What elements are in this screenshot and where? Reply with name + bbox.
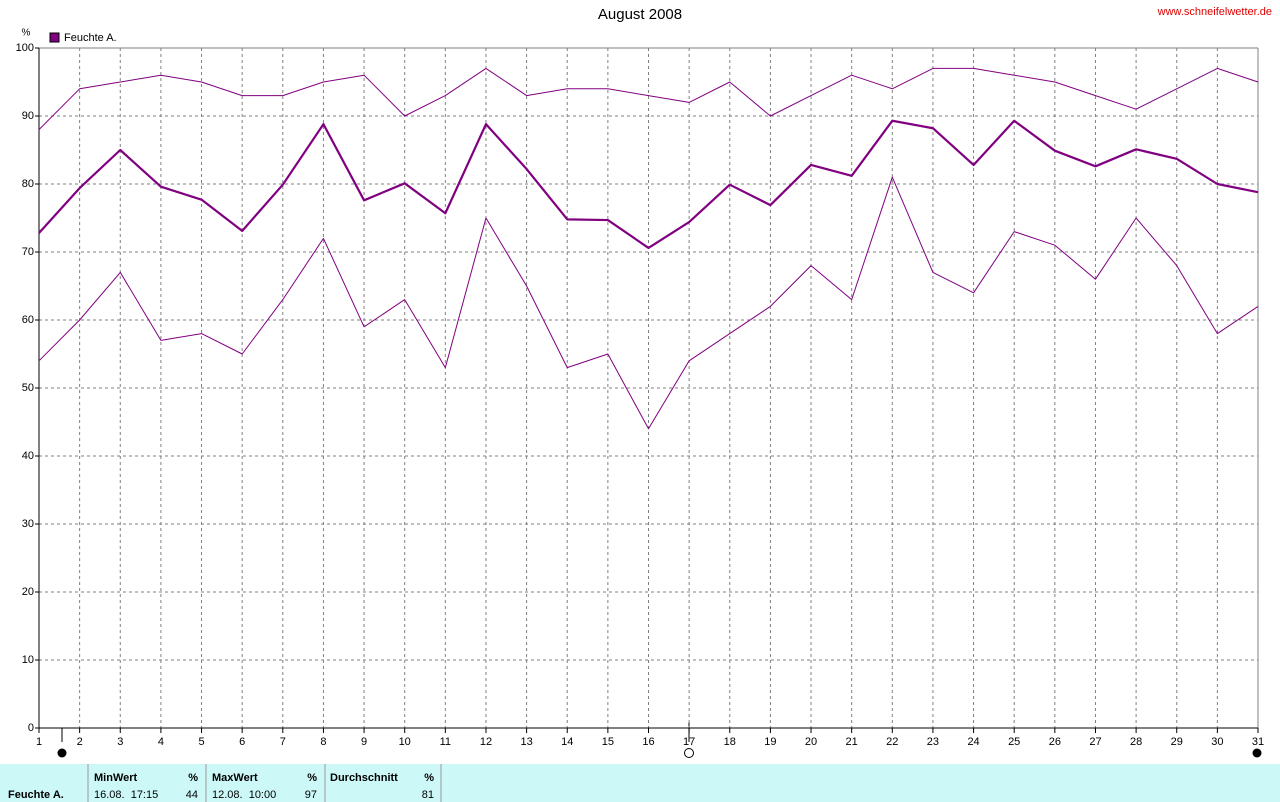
y-tick-label: 70: [22, 246, 34, 258]
chart-title: August 2008: [598, 6, 682, 23]
x-tick-label: 31: [1252, 736, 1264, 748]
y-tick-label: 80: [22, 178, 34, 190]
summary-row-label: Feuchte A.: [8, 789, 64, 801]
x-tick-label: 24: [967, 736, 979, 748]
summary-header: MinWert: [94, 772, 138, 784]
y-tick-label: 90: [22, 110, 34, 122]
x-tick-label: 5: [198, 736, 204, 748]
legend-label: Feuchte A.: [64, 32, 117, 44]
x-tick-label: 9: [361, 736, 367, 748]
x-tick-label: 17: [683, 736, 695, 748]
summary-header: Durchschnitt: [330, 772, 398, 784]
y-tick-label: 50: [22, 382, 34, 394]
summary-unit: %: [307, 772, 317, 784]
watermark: www.schneifelwetter.de: [1157, 6, 1272, 18]
x-tick-label: 30: [1211, 736, 1223, 748]
x-tick-label: 23: [927, 736, 939, 748]
summary-unit: %: [424, 772, 434, 784]
y-tick-label: 20: [22, 586, 34, 598]
y-tick-label: 40: [22, 450, 34, 462]
y-axis-label: %: [22, 28, 31, 39]
x-tick-label: 7: [280, 736, 286, 748]
x-tick-label: 19: [764, 736, 776, 748]
x-tick-label: 22: [886, 736, 898, 748]
summary-unit: %: [188, 772, 198, 784]
x-tick-label: 18: [724, 736, 736, 748]
data-line: [38, 176, 1259, 430]
x-tick-label: 2: [77, 736, 83, 748]
x-tick-label: 20: [805, 736, 817, 748]
legend-swatch: [49, 32, 60, 43]
x-tick-label: 10: [399, 736, 411, 748]
x-tick-label: 12: [480, 736, 492, 748]
x-tick-label: 29: [1171, 736, 1183, 748]
x-tick-label: 13: [520, 736, 532, 748]
y-tick-label: 60: [22, 314, 34, 326]
x-tick-label: 11: [440, 736, 451, 748]
y-tick-label: 30: [22, 518, 34, 530]
data-line: [38, 119, 1259, 250]
summary-value: 44: [186, 789, 198, 801]
x-tick-label: 3: [117, 736, 123, 748]
x-tick-label: 14: [561, 736, 573, 748]
summary-background: [0, 764, 1280, 802]
x-tick-label: 27: [1089, 736, 1101, 748]
x-tick-label: 6: [239, 736, 245, 748]
moon-phase-icon: [57, 748, 67, 758]
summary-when: 16.08. 17:15: [94, 789, 158, 801]
x-tick-label: 4: [158, 736, 164, 748]
y-tick-label: 0: [28, 722, 34, 734]
x-tick-label: 15: [602, 736, 614, 748]
summary-value: 97: [305, 789, 317, 801]
y-tick-label: 10: [22, 654, 34, 666]
x-tick-label: 16: [642, 736, 654, 748]
x-tick-label: 28: [1130, 736, 1142, 748]
moon-phase-icon: [684, 748, 694, 758]
y-tick-label: 100: [16, 42, 34, 54]
x-tick-label: 8: [320, 736, 326, 748]
x-tick-label: 1: [36, 736, 42, 748]
x-tick-label: 21: [846, 736, 858, 748]
x-tick-label: 25: [1008, 736, 1020, 748]
data-line: [38, 67, 1259, 130]
x-tick-label: 26: [1049, 736, 1061, 748]
summary-value: 81: [422, 789, 434, 801]
summary-when: 12.08. 10:00: [212, 789, 276, 801]
moon-phase-icon: [1252, 748, 1262, 758]
summary-header: MaxWert: [212, 772, 258, 784]
